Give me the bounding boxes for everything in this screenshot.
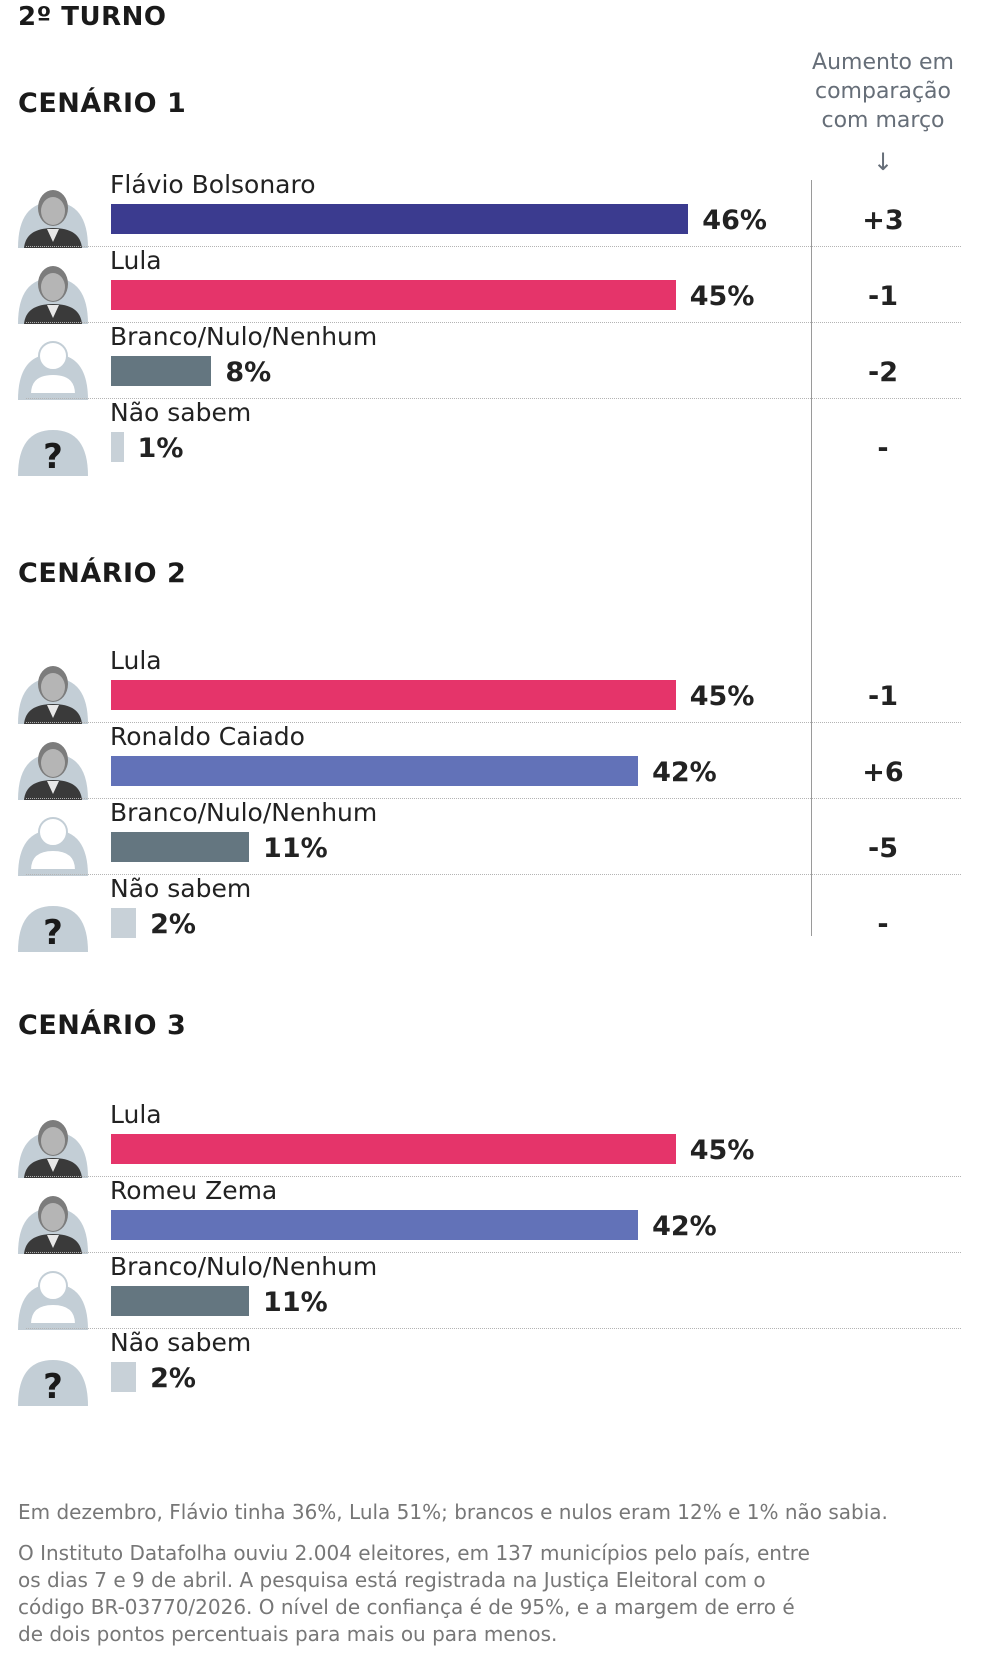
chart-row: ? Não sabem 2% - [0,874,984,956]
category-label: Não sabem [110,1328,252,1357]
value-label: 42% [652,757,717,788]
value-label: 2% [150,1363,196,1394]
chart-row: Lula 45% -1 [0,246,984,328]
candidate-photo-icon [16,658,90,724]
bar [111,832,250,862]
chart-row: Flávio Bolsonaro 46% +3 [0,170,984,252]
row-divider [26,246,961,247]
chart-row: Branco/Nulo/Nenhum 11% -5 [0,798,984,880]
category-label: Lula [110,1100,162,1129]
value-label: 42% [652,1211,717,1242]
delta-header-line: comparação [815,79,951,104]
candidate-photo-icon [16,734,90,800]
methodology-note: O Instituto Datafolha ouviu 2.004 eleito… [18,1541,810,1646]
category-label: Não sabem [110,398,252,427]
bar [111,1210,639,1240]
delta-column-divider [811,180,812,936]
page-title: 2º TURNO [18,2,167,32]
bar [111,432,124,462]
category-label: Ronaldo Caiado [110,722,305,751]
svg-text:?: ? [43,437,63,476]
row-divider [26,874,961,875]
question-mark-icon: ? [16,886,90,953]
chart-row: Ronaldo Caiado 42% +6 [0,722,984,804]
svg-text:?: ? [43,913,63,952]
value-label: 1% [137,433,184,464]
bar [111,356,212,386]
row-divider [26,1252,961,1253]
change-value: -1 [868,281,898,312]
delta-header-line: Aumento em [812,50,954,75]
value-label: 46% [702,205,767,236]
row-divider [26,322,961,323]
category-label: Branco/Nulo/Nenhum [110,1252,378,1281]
person-silhouette-icon [16,1264,90,1330]
chart-row: Lula 45% -1 [0,646,984,728]
value-label: 45% [689,1135,755,1166]
bar [111,280,676,310]
chart-row: Lula 45% [0,1100,984,1182]
value-label: 11% [263,833,328,864]
change-value: - [877,909,889,940]
scenario-title: CENÁRIO 3 [18,1010,187,1041]
bar [111,1362,137,1392]
category-label: Romeu Zema [110,1176,278,1205]
svg-text:?: ? [43,1367,63,1406]
category-label: Lula [110,246,162,275]
value-label: 2% [150,909,196,940]
row-divider [26,798,961,799]
category-label: Branco/Nulo/Nenhum [110,798,378,827]
december-note: Em dezembro, Flávio tinha 36%, Lula 51%;… [18,1500,888,1524]
bar [111,908,137,938]
person-silhouette-icon [16,810,90,876]
bar [111,1286,250,1316]
arrow-down-icon: ↓ [872,148,894,176]
chart-row: Branco/Nulo/Nenhum 11% [0,1252,984,1334]
scenario-title: CENÁRIO 2 [18,558,187,589]
value-label: 45% [689,681,755,712]
row-divider [26,1176,961,1177]
category-label: Branco/Nulo/Nenhum [110,322,378,351]
value-label: 11% [263,1287,328,1318]
chart-row: Branco/Nulo/Nenhum 8% -2 [0,322,984,404]
person-silhouette-icon [16,334,90,400]
category-label: Lula [110,646,162,675]
row-divider [26,722,961,723]
value-label: 8% [225,357,272,388]
chart-row: ? Não sabem 1% - [0,398,984,480]
change-value: - [877,433,889,464]
change-value: -1 [868,681,898,712]
chart-row: Romeu Zema 42% [0,1176,984,1258]
bar [111,204,689,234]
change-value: -2 [868,357,898,388]
candidate-photo-icon [16,258,90,324]
change-value: -5 [868,833,898,864]
candidate-photo-icon [16,1112,90,1178]
candidate-photo-icon [16,182,90,248]
question-mark-icon: ? [16,1340,90,1407]
row-divider [26,1328,961,1329]
bar [111,680,676,710]
candidate-photo-icon [16,1188,90,1254]
value-label: 45% [689,281,755,312]
row-divider [26,398,961,399]
delta-header-line: com março [821,108,945,133]
bar [111,756,639,786]
bar [111,1134,676,1164]
category-label: Não sabem [110,874,252,903]
scenario-title: CENÁRIO 1 [18,88,187,119]
category-label: Flávio Bolsonaro [110,170,316,199]
change-value: +3 [862,205,904,236]
change-value: +6 [862,757,904,788]
chart-row: ? Não sabem 2% [0,1328,984,1410]
question-mark-icon: ? [16,410,90,477]
delta-column-header: Aumento em comparação com março [808,48,958,135]
